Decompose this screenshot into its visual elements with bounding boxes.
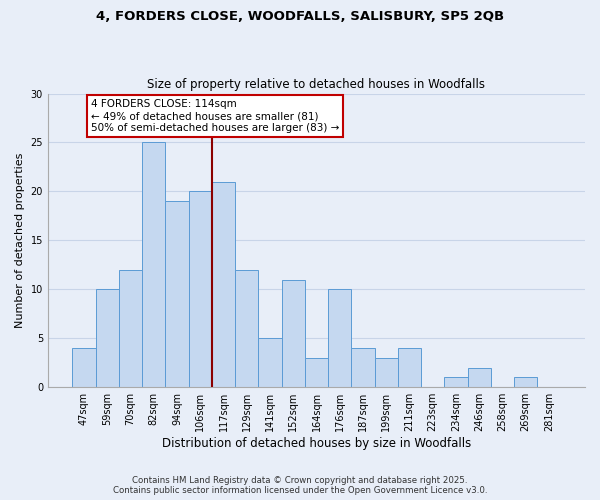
Bar xyxy=(328,290,352,387)
Bar xyxy=(95,290,119,387)
Bar xyxy=(166,201,188,387)
Bar xyxy=(305,358,328,387)
Bar xyxy=(398,348,421,387)
Bar xyxy=(467,368,491,387)
Bar xyxy=(142,142,166,387)
Bar xyxy=(235,270,259,387)
X-axis label: Distribution of detached houses by size in Woodfalls: Distribution of detached houses by size … xyxy=(162,437,471,450)
Bar xyxy=(281,280,305,387)
Title: Size of property relative to detached houses in Woodfalls: Size of property relative to detached ho… xyxy=(148,78,485,91)
Y-axis label: Number of detached properties: Number of detached properties xyxy=(15,152,25,328)
Text: Contains HM Land Registry data © Crown copyright and database right 2025.
Contai: Contains HM Land Registry data © Crown c… xyxy=(113,476,487,495)
Bar xyxy=(188,192,212,387)
Bar xyxy=(73,348,95,387)
Text: 4, FORDERS CLOSE, WOODFALLS, SALISBURY, SP5 2QB: 4, FORDERS CLOSE, WOODFALLS, SALISBURY, … xyxy=(96,10,504,23)
Bar xyxy=(119,270,142,387)
Bar xyxy=(212,182,235,387)
Bar xyxy=(352,348,374,387)
Bar xyxy=(259,338,281,387)
Bar xyxy=(374,358,398,387)
Text: 4 FORDERS CLOSE: 114sqm
← 49% of detached houses are smaller (81)
50% of semi-de: 4 FORDERS CLOSE: 114sqm ← 49% of detache… xyxy=(91,100,340,132)
Bar xyxy=(514,378,538,387)
Bar xyxy=(445,378,467,387)
